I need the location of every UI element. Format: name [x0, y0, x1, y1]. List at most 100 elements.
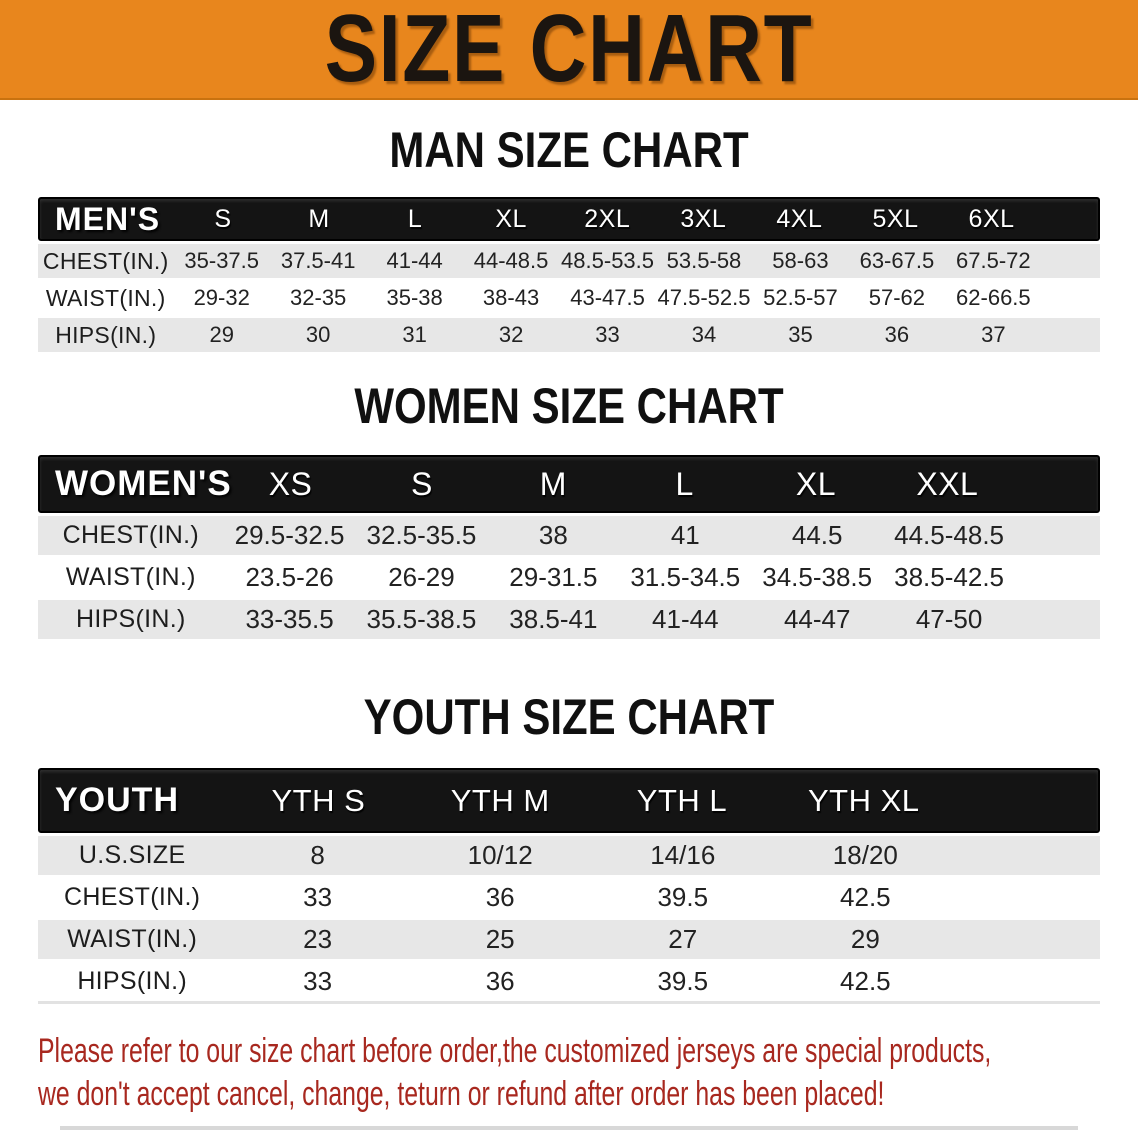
table-row: HIPS(IN.) 29 30 31 32 33 34 35 36 37 — [38, 318, 1100, 352]
banner-title: SIZE CHART — [324, 0, 814, 102]
row-label: CHEST(IN.) — [62, 521, 199, 549]
column-header: 2XL — [584, 204, 631, 233]
mens-heading: MAN SIZE CHART — [389, 122, 749, 178]
banner: SIZE CHART — [0, 0, 1138, 100]
size-value-cell: 36 — [485, 882, 515, 912]
disclaimer-line-2: we don't accept cancel, change, teturn o… — [38, 1075, 885, 1113]
size-value-cell: 33 — [303, 882, 333, 912]
size-value-cell: 29.5-32.5 — [234, 520, 345, 550]
column-header: S — [410, 465, 433, 502]
size-value-cell: 38-43 — [482, 285, 540, 310]
size-value-cell: 57-62 — [868, 285, 926, 310]
size-value-cell: 58-63 — [772, 248, 829, 273]
table-row: WAIST(IN.) 29-32 32-35 35-38 38-43 43-47.5 47.… — [38, 281, 1100, 315]
size-value-cell: 34.5-38.5 — [762, 562, 873, 592]
column-header: YTH XL — [807, 782, 920, 818]
size-value-cell: 23 — [303, 924, 333, 954]
size-value-cell: 35-37.5 — [184, 248, 260, 273]
column-header: 6XL — [968, 204, 1015, 233]
size-value-cell: 35 — [788, 322, 813, 347]
size-value-cell: 38.5-42.5 — [894, 562, 1005, 592]
size-value-cell: 35.5-38.5 — [366, 604, 477, 634]
column-header: XXL — [916, 465, 979, 502]
size-value-cell: 38.5-41 — [509, 604, 598, 634]
size-value-cell: 39.5 — [657, 882, 709, 912]
size-value-cell: 52.5-57 — [763, 285, 838, 310]
size-value-cell: 34 — [691, 322, 717, 347]
size-value-cell: 33 — [303, 966, 333, 996]
size-value-cell: 47-50 — [915, 604, 983, 634]
youth-section: YOUTH SIZE CHART YOUTH YTH S YTH M YTH L YTH … — [0, 691, 1138, 1004]
column-header: S — [214, 204, 232, 233]
size-value-cell: 32-35 — [290, 285, 347, 310]
table-row: WAIST(IN.) 23 25 27 29 — [38, 920, 1100, 959]
column-header: M — [539, 465, 567, 502]
size-chart-sections: MAN SIZE CHART MEN'S S M L XL 2XL 3XL 4XL 5XL 6XL C… — [0, 124, 1138, 1004]
bottom-edge-line — [60, 1126, 1078, 1130]
womens-table-header-row: WOMEN'S XS S M L XL XXL — [38, 455, 1100, 513]
size-value-cell: 62-66.5 — [956, 285, 1031, 310]
size-value-cell: 29-32 — [193, 285, 250, 310]
size-value-cell: 32.5-35.5 — [366, 520, 477, 550]
womens-size-table: WOMEN'S XS S M L XL XXL CHEST(IN.) 29.5-32.5 32.5… — [38, 455, 1100, 639]
size-value-cell: 23.5-26 — [245, 562, 334, 592]
size-value-cell: 39.5 — [657, 966, 709, 996]
size-value-cell: 44.5 — [791, 520, 843, 550]
table-row: HIPS(IN.) 33 36 39.5 42.5 — [38, 962, 1100, 1001]
size-value-cell: 27 — [668, 924, 698, 954]
youth-heading: YOUTH SIZE CHART — [363, 689, 775, 745]
row-label: CHEST(IN.) — [42, 247, 169, 274]
column-header: XL — [495, 204, 527, 233]
table-corner-label: MEN'S — [55, 200, 161, 237]
column-header: L — [675, 465, 694, 502]
row-label: WAIST(IN.) — [45, 284, 166, 311]
row-label: HIPS(IN.) — [55, 321, 157, 348]
table-row: U.S.SIZE 8 10/12 14/16 18/20 — [38, 836, 1100, 875]
size-value-cell: 41 — [670, 520, 700, 550]
size-value-cell: 53.5-58 — [666, 248, 742, 273]
column-header: 4XL — [776, 204, 823, 233]
size-value-cell: 33-35.5 — [245, 604, 334, 634]
table-row: CHEST(IN.) 33 36 39.5 42.5 — [38, 878, 1100, 917]
row-label: WAIST(IN.) — [67, 925, 198, 953]
size-value-cell: 38 — [538, 520, 568, 550]
size-value-cell: 36 — [884, 322, 910, 347]
mens-size-table: MEN'S S M L XL 2XL 3XL 4XL 5XL 6XL CHEST(IN.) 35-37… — [38, 197, 1100, 352]
youth-size-table: YOUTH YTH S YTH M YTH L YTH XL U.S.SIZE 8 10/12… — [38, 768, 1100, 1004]
size-value-cell: 8 — [310, 840, 325, 870]
column-header: M — [308, 204, 330, 233]
size-value-cell: 14/16 — [650, 840, 716, 870]
row-label: HIPS(IN.) — [75, 605, 186, 633]
mens-table-header-row: MEN'S S M L XL 2XL 3XL 4XL 5XL 6XL — [38, 197, 1100, 241]
table-row: HIPS(IN.) 33-35.5 35.5-38.5 38.5-41 41-44 44-… — [38, 600, 1100, 639]
womens-section: WOMEN SIZE CHART WOMEN'S XS S M L XL XXL CHEST(I… — [0, 380, 1138, 639]
size-value-cell: 35-38 — [386, 285, 443, 310]
column-header: YTH S — [271, 782, 366, 818]
size-value-cell: 29 — [209, 322, 234, 347]
size-value-cell: 47.5-52.5 — [657, 285, 751, 310]
size-value-cell: 36 — [485, 966, 515, 996]
size-value-cell: 37.5-41 — [280, 248, 356, 273]
size-value-cell: 33 — [595, 322, 620, 347]
size-value-cell: 31.5-34.5 — [630, 562, 741, 592]
mens-section: MAN SIZE CHART MEN'S S M L XL 2XL 3XL 4XL 5XL 6XL C… — [0, 124, 1138, 352]
row-label: HIPS(IN.) — [77, 967, 187, 995]
row-label: WAIST(IN.) — [65, 563, 196, 591]
size-value-cell: 63-67.5 — [859, 248, 935, 273]
size-value-cell: 30 — [305, 322, 331, 347]
size-value-cell: 41-44 — [386, 248, 443, 273]
size-value-cell: 67.5-72 — [956, 248, 1031, 273]
table-corner-label: WOMEN'S — [55, 464, 232, 503]
column-header: 3XL — [680, 204, 727, 233]
size-value-cell: 41-44 — [652, 604, 719, 634]
size-value-cell: 29 — [850, 924, 880, 954]
column-header: XS — [268, 465, 313, 502]
size-value-cell: 48.5-53.5 — [561, 248, 655, 273]
row-label: CHEST(IN.) — [63, 883, 201, 911]
size-value-cell: 44-48.5 — [473, 248, 549, 273]
size-value-cell: 37 — [981, 322, 1006, 347]
size-value-cell: 10/12 — [467, 840, 533, 870]
size-value-cell: 42.5 — [840, 882, 891, 912]
table-row: CHEST(IN.) 35-37.5 37.5-41 41-44 44-48.5 48.5… — [38, 244, 1100, 278]
